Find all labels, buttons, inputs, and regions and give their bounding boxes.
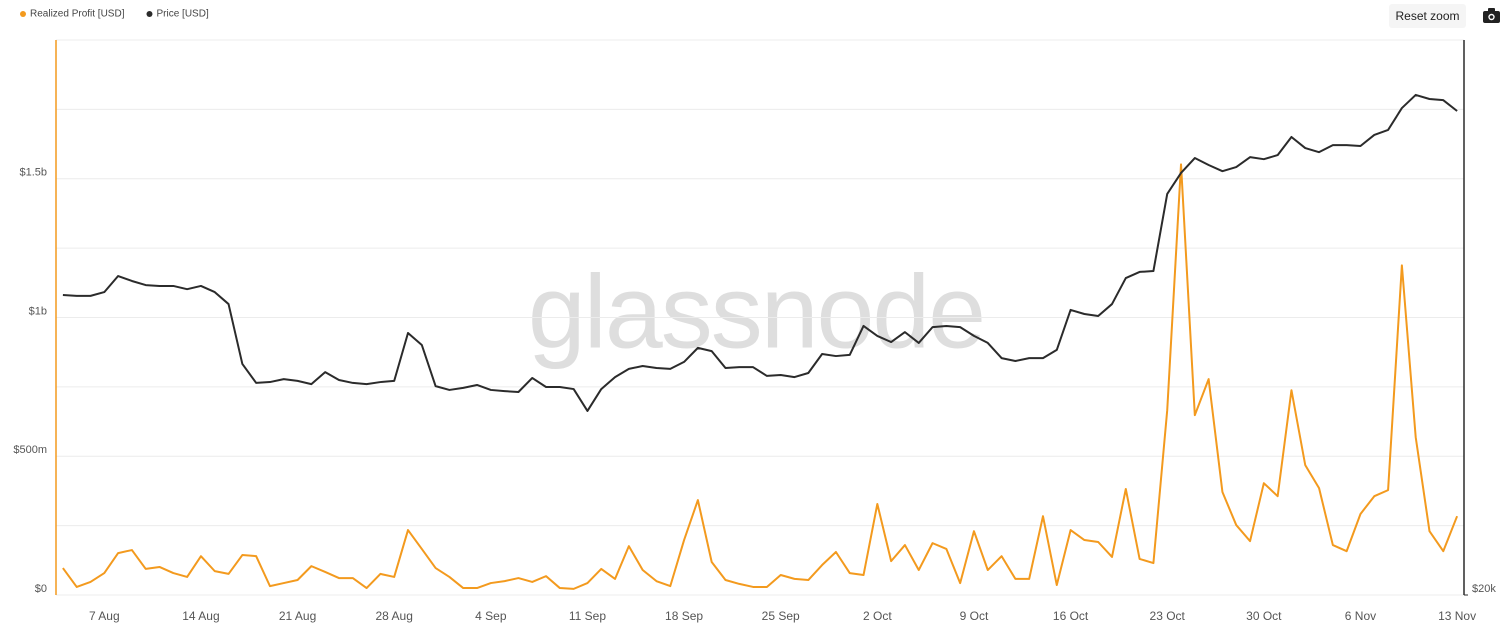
x-tick-label: 30 Oct	[1246, 609, 1282, 623]
x-tick-label: 23 Oct	[1150, 609, 1186, 623]
x-tick-label: 6 Nov	[1345, 609, 1376, 623]
legend-swatch	[20, 11, 26, 17]
x-tick-label: 16 Oct	[1053, 609, 1089, 623]
series-line	[62, 163, 1459, 590]
x-tick-label: 18 Sep	[665, 609, 703, 623]
y2-tick-label: $20k	[1472, 583, 1496, 595]
watermark: glassnode	[528, 254, 984, 370]
y-tick-label: $500m	[13, 444, 47, 456]
x-tick-label: 25 Sep	[762, 609, 800, 623]
y-tick-label: $0	[35, 583, 47, 595]
series-line	[62, 93, 1458, 412]
x-tick-label: 2 Oct	[863, 609, 892, 623]
y-tick-label: $1.5b	[19, 167, 47, 179]
legend-label: Realized Profit [USD]	[30, 9, 125, 20]
y-tick-label: $1b	[29, 305, 47, 317]
x-tick-label: 13 Nov	[1438, 609, 1476, 623]
legend-swatch	[146, 11, 153, 17]
plot	[62, 93, 1459, 590]
x-tick-label: 14 Aug	[182, 609, 219, 623]
camera-icon[interactable]	[1483, 8, 1500, 23]
x-tick-label: 11 Sep	[569, 609, 606, 623]
x-tick-label: 7 Aug	[89, 609, 120, 623]
x-tick-label: 28 Aug	[376, 609, 413, 623]
reset-zoom-button[interactable]: Reset zoom	[1389, 4, 1466, 28]
x-tick-label: 4 Sep	[475, 609, 507, 623]
x-tick-label: 9 Oct	[960, 609, 989, 623]
x-tick-label: 21 Aug	[279, 609, 316, 623]
legend-label: Price [USD]	[156, 9, 208, 20]
grid	[55, 39, 1468, 596]
